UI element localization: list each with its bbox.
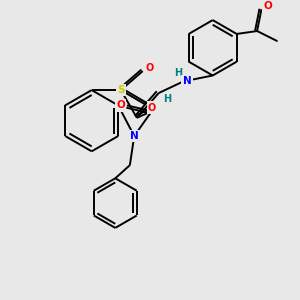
Text: N: N bbox=[183, 76, 191, 86]
Text: S: S bbox=[117, 85, 124, 95]
Text: O: O bbox=[145, 63, 153, 73]
Text: O: O bbox=[263, 1, 272, 11]
Text: N: N bbox=[130, 131, 139, 141]
Text: O: O bbox=[148, 103, 156, 112]
Text: H: H bbox=[163, 94, 171, 104]
Text: O: O bbox=[116, 100, 125, 110]
Text: H: H bbox=[174, 68, 182, 78]
